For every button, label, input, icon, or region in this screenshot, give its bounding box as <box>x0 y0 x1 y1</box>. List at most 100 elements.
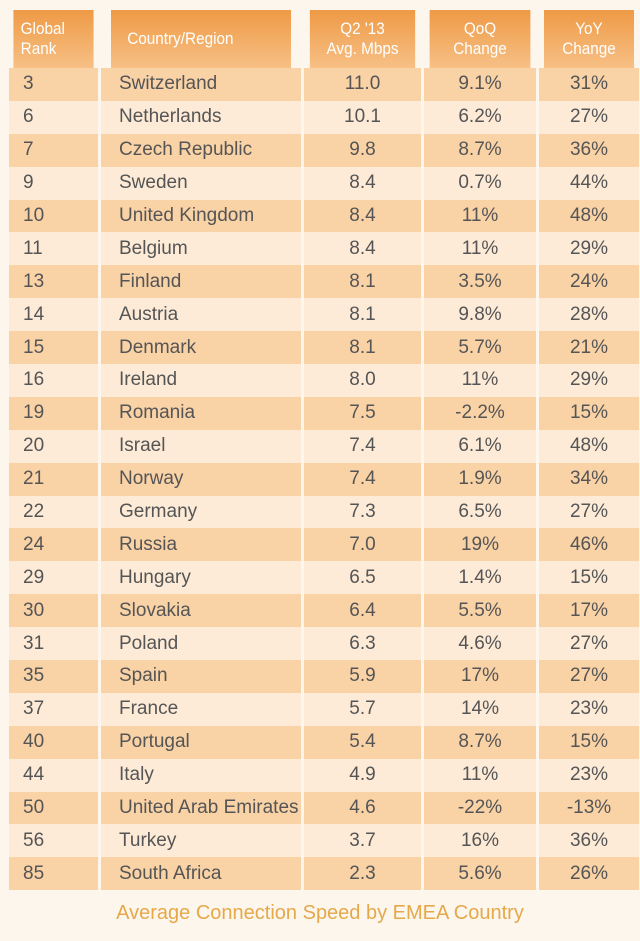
cell-yoy: 24% <box>539 265 639 299</box>
table-row: 31 Poland 6.3 4.6% 27% <box>9 627 639 661</box>
cell-rank: 31 <box>9 627 98 661</box>
cell-mbps: 2.3 <box>304 857 421 891</box>
cell-country: Hungary <box>101 561 301 595</box>
cell-mbps: 7.5 <box>304 396 421 430</box>
table-row: 29 Hungary 6.5 1.4% 15% <box>9 561 639 595</box>
cell-country: Belgium <box>101 232 301 266</box>
table-row: 21 Norway 7.4 1.9% 34% <box>9 462 639 496</box>
cell-qoq: 5.5% <box>424 594 536 628</box>
cell-rank: 30 <box>9 594 98 628</box>
cell-country: Russia <box>101 528 301 562</box>
cell-mbps: 9.8 <box>304 133 421 167</box>
cell-mbps: 7.3 <box>304 495 421 529</box>
cell-qoq: 8.7% <box>424 725 536 759</box>
cell-yoy: 34% <box>539 462 639 496</box>
cell-qoq: 6.1% <box>424 429 536 463</box>
cell-yoy: 29% <box>539 232 639 266</box>
cell-country: Turkey <box>101 824 301 858</box>
cell-country: United Kingdom <box>101 199 301 233</box>
cell-mbps: 8.4 <box>304 232 421 266</box>
table-row: 22 Germany 7.3 6.5% 27% <box>9 495 639 529</box>
cell-rank: 14 <box>9 298 98 332</box>
cell-country: Italy <box>101 758 301 792</box>
cell-rank: 6 <box>9 100 98 134</box>
table-row: 44 Italy 4.9 11% 23% <box>9 758 639 792</box>
cell-yoy: 23% <box>539 758 639 792</box>
table-row: 85 South Africa 2.3 5.6% 26% <box>9 857 639 891</box>
cell-qoq: 17% <box>424 660 536 693</box>
cell-country: France <box>101 692 301 726</box>
cell-mbps: 4.9 <box>304 758 421 792</box>
cell-yoy: 48% <box>539 199 639 233</box>
cell-rank: 21 <box>9 462 98 496</box>
cell-mbps: 8.4 <box>304 199 421 233</box>
cell-country: Norway <box>101 462 301 496</box>
table-row: 20 Israel 7.4 6.1% 48% <box>9 429 639 463</box>
table-row: 40 Portugal 5.4 8.7% 15% <box>9 725 639 759</box>
cell-yoy: 27% <box>539 495 639 529</box>
cell-qoq: 5.6% <box>424 857 536 891</box>
cell-qoq: 6.5% <box>424 495 536 529</box>
table-row: 35 Spain 5.9 17% 27% <box>9 660 639 693</box>
header-rank: Global Rank <box>13 10 94 68</box>
cell-yoy: 15% <box>539 725 639 759</box>
table-row: 16 Ireland 8.0 11% 29% <box>9 364 639 397</box>
cell-yoy: 27% <box>539 627 639 661</box>
header-row: Global Rank Country/Region Q2 '13 Avg. Mbp… <box>9 10 639 68</box>
cell-mbps: 4.6 <box>304 791 421 825</box>
cell-mbps: 7.4 <box>304 462 421 496</box>
cell-yoy: 48% <box>539 429 639 463</box>
cell-qoq: 11% <box>424 232 536 266</box>
cell-qoq: 16% <box>424 824 536 858</box>
cell-qoq: 6.2% <box>424 100 536 134</box>
cell-mbps: 7.4 <box>304 429 421 463</box>
cell-yoy: 17% <box>539 594 639 628</box>
cell-country: Denmark <box>101 331 301 365</box>
cell-rank: 56 <box>9 824 98 858</box>
cell-yoy: 31% <box>539 68 639 101</box>
cell-yoy: -13% <box>539 791 639 825</box>
cell-rank: 85 <box>9 857 98 891</box>
cell-qoq: 19% <box>424 528 536 562</box>
table-row: 19 Romania 7.5 -2.2% 15% <box>9 396 639 430</box>
cell-yoy: 46% <box>539 528 639 562</box>
table-row: 37 France 5.7 14% 23% <box>9 692 639 726</box>
cell-mbps: 6.3 <box>304 627 421 661</box>
cell-mbps: 5.4 <box>304 725 421 759</box>
cell-qoq: 1.4% <box>424 561 536 595</box>
cell-yoy: 28% <box>539 298 639 332</box>
cell-rank: 35 <box>9 660 98 693</box>
table-caption: Average Connection Speed by EMEA Country <box>116 902 524 924</box>
cell-rank: 15 <box>9 331 98 365</box>
table-row: 10 United Kingdom 8.4 11% 48% <box>9 199 639 233</box>
cell-mbps: 6.4 <box>304 594 421 628</box>
cell-mbps: 5.9 <box>304 660 421 693</box>
cell-country: Poland <box>101 627 301 661</box>
header-yoy: YoY Change <box>544 10 634 68</box>
cell-rank: 3 <box>9 68 98 101</box>
table-row: 7 Czech Republic 9.8 8.7% 36% <box>9 133 639 167</box>
cell-mbps: 3.7 <box>304 824 421 858</box>
cell-qoq: 14% <box>424 692 536 726</box>
cell-rank: 37 <box>9 692 98 726</box>
cell-rank: 10 <box>9 199 98 233</box>
cell-rank: 7 <box>9 133 98 167</box>
cell-mbps: 8.0 <box>304 364 421 397</box>
cell-yoy: 15% <box>539 561 639 595</box>
cell-country: Sweden <box>101 166 301 200</box>
cell-yoy: 36% <box>539 133 639 167</box>
cell-qoq: -22% <box>424 791 536 825</box>
table-row: 14 Austria 8.1 9.8% 28% <box>9 298 639 332</box>
cell-country: Israel <box>101 429 301 463</box>
cell-yoy: 27% <box>539 100 639 134</box>
cell-country: Czech Republic <box>101 133 301 167</box>
cell-rank: 24 <box>9 528 98 562</box>
cell-yoy: 36% <box>539 824 639 858</box>
cell-qoq: 9.1% <box>424 68 536 101</box>
cell-qoq: 11% <box>424 199 536 233</box>
table-row: 13 Finland 8.1 3.5% 24% <box>9 265 639 299</box>
cell-mbps: 5.7 <box>304 692 421 726</box>
table-row: 15 Denmark 8.1 5.7% 21% <box>9 331 639 365</box>
cell-yoy: 44% <box>539 166 639 200</box>
cell-mbps: 8.1 <box>304 265 421 299</box>
